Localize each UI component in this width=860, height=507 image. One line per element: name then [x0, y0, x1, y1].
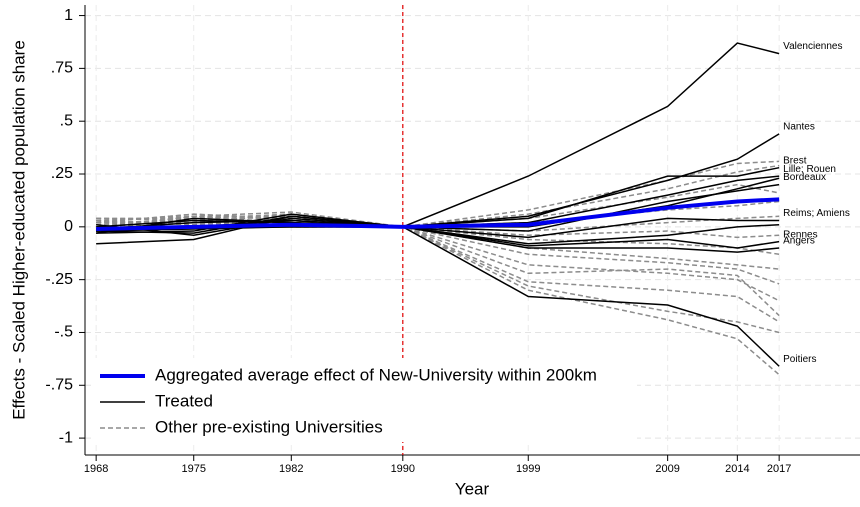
- series-line: [96, 217, 780, 256]
- x-tick-label: 2009: [655, 463, 679, 475]
- line-label: Reims; Amiens: [783, 208, 850, 219]
- y-tick-label: 0: [64, 218, 73, 235]
- series-line: [96, 217, 780, 249]
- legend-box: [92, 358, 637, 442]
- legend-label: Aggregated average effect of New-Univers…: [155, 365, 597, 384]
- x-tick-label: 2014: [725, 463, 749, 475]
- x-tick-label: 1990: [391, 463, 415, 475]
- y-tick-label: 1: [64, 7, 73, 24]
- line-label: Bordeaux: [783, 172, 826, 183]
- series-line: [96, 164, 780, 228]
- y-tick-label: -.25: [45, 271, 73, 288]
- x-tick-label: 1982: [279, 463, 303, 475]
- series-line: [96, 197, 780, 231]
- line-label: Lille; Rouen: [783, 164, 836, 175]
- line-label: Poitiers: [783, 354, 816, 365]
- x-tick-label: 1999: [516, 463, 540, 475]
- series-line: [96, 133, 780, 234]
- y-tick-label: .75: [51, 60, 73, 77]
- series-line: [96, 215, 780, 376]
- series-line: [96, 226, 780, 367]
- series-line: [96, 213, 780, 285]
- y-tick-label: .5: [60, 112, 73, 129]
- y-tick-label: .25: [51, 165, 73, 182]
- legend: Aggregated average effect of New-Univers…: [92, 358, 637, 442]
- x-tick-label: 1968: [84, 463, 108, 475]
- line-label: Nantes: [783, 122, 815, 133]
- legend-label: Other pre-existing Universities: [155, 417, 383, 436]
- line-label: Rennes: [783, 229, 817, 240]
- series-line: [96, 215, 780, 245]
- line-label: Brest: [783, 155, 807, 166]
- legend-label: Treated: [155, 391, 213, 410]
- y-tick-label: -1: [59, 429, 73, 446]
- y-tick-label: -.5: [54, 324, 73, 341]
- series-line: [96, 217, 780, 245]
- x-axis-title: Year: [455, 479, 490, 498]
- series-line: [96, 183, 780, 232]
- x-tick-label: 1975: [181, 463, 205, 475]
- series-line: [96, 160, 780, 228]
- y-axis-title: Effects - Scaled Higher-educated populat…: [9, 40, 28, 420]
- y-tick-label: -.75: [45, 377, 73, 394]
- line-label: Angers: [783, 236, 815, 247]
- series-line: [96, 166, 780, 228]
- x-tick-label: 2017: [767, 463, 791, 475]
- line-label: Valenciennes: [783, 41, 842, 52]
